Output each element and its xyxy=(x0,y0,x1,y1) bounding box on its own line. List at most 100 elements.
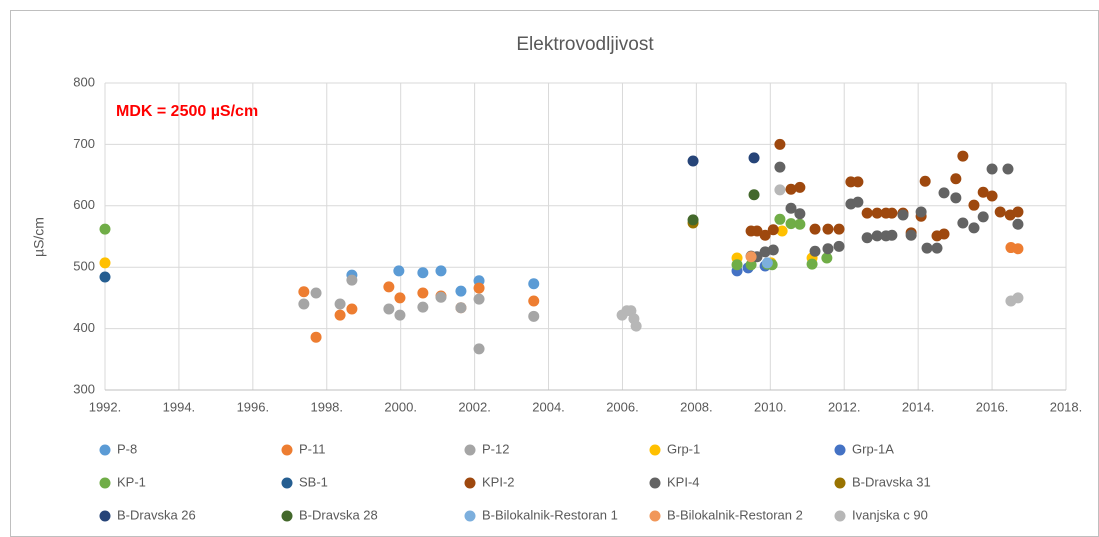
point xyxy=(861,207,873,219)
point xyxy=(528,310,540,322)
point xyxy=(886,207,898,219)
point xyxy=(310,287,322,299)
y-tick-label: 600 xyxy=(73,197,95,212)
point xyxy=(687,155,699,167)
point xyxy=(298,286,310,298)
point xyxy=(393,265,405,277)
x-tick-label: 1992. xyxy=(89,399,122,414)
point xyxy=(528,295,540,307)
y-tick-label: 400 xyxy=(73,320,95,335)
point xyxy=(751,225,763,237)
point xyxy=(1012,243,1024,255)
legend-marker xyxy=(99,477,111,489)
point xyxy=(774,161,786,173)
legend-marker xyxy=(464,444,476,456)
chart-title: Elektrovodljivost xyxy=(516,34,654,55)
point xyxy=(748,189,760,201)
legend-label: Ivanjska c 90 xyxy=(852,507,928,522)
point xyxy=(417,267,429,279)
point xyxy=(986,190,998,202)
point xyxy=(346,274,358,286)
legend-marker xyxy=(281,477,293,489)
point xyxy=(794,208,806,220)
point xyxy=(852,196,864,208)
legend-label: P-12 xyxy=(482,441,509,456)
point xyxy=(767,244,779,256)
point xyxy=(994,206,1006,218)
point xyxy=(334,309,346,321)
x-tick-label: 1994. xyxy=(163,399,196,414)
point xyxy=(761,257,773,269)
x-tick-label: 2012. xyxy=(828,399,861,414)
point xyxy=(968,199,980,211)
point xyxy=(99,257,111,269)
x-tick-label: 2018. xyxy=(1050,399,1083,414)
point xyxy=(794,181,806,193)
point xyxy=(915,206,927,218)
point xyxy=(886,229,898,241)
point xyxy=(809,245,821,257)
point xyxy=(383,281,395,293)
point xyxy=(852,176,864,188)
point xyxy=(745,259,757,271)
legend-label: B-Dravska 28 xyxy=(299,507,378,522)
point xyxy=(919,175,931,187)
x-tick-label: 1996. xyxy=(237,399,270,414)
point xyxy=(99,223,111,235)
x-tick-label: 1998. xyxy=(310,399,343,414)
y-tick-label: 800 xyxy=(73,74,95,89)
point xyxy=(774,184,786,196)
point xyxy=(455,285,467,297)
point xyxy=(417,287,429,299)
point xyxy=(785,202,797,214)
legend-marker xyxy=(834,444,846,456)
point xyxy=(383,303,395,315)
point xyxy=(394,309,406,321)
point xyxy=(767,224,779,236)
x-tick-label: 2002. xyxy=(458,399,491,414)
point xyxy=(968,222,980,234)
legend-marker xyxy=(464,477,476,489)
legend-label: B-Bilokalnik-Restoran 2 xyxy=(667,507,803,522)
point xyxy=(334,298,346,310)
legend-marker xyxy=(649,510,661,522)
legend-marker xyxy=(649,444,661,456)
legend-marker xyxy=(281,444,293,456)
y-axis-label: µS/cm xyxy=(31,217,47,257)
x-tick-label: 2010. xyxy=(754,399,787,414)
y-tick-label: 500 xyxy=(73,259,95,274)
legend-label: B-Bilokalnik-Restoran 1 xyxy=(482,507,618,522)
point xyxy=(957,217,969,229)
point xyxy=(394,292,406,304)
point xyxy=(821,252,833,264)
y-tick-label: 300 xyxy=(73,381,95,396)
legend-label: Grp-1A xyxy=(852,441,894,456)
chart-border xyxy=(10,10,1099,537)
x-tick-label: 2016. xyxy=(976,399,1009,414)
annotation: MDK = 2500 µS/cm xyxy=(116,103,258,120)
point xyxy=(298,298,310,310)
legend-marker xyxy=(649,477,661,489)
legend-marker xyxy=(834,477,846,489)
point xyxy=(794,218,806,230)
point xyxy=(986,163,998,175)
legend-label: B-Dravska 31 xyxy=(852,474,931,489)
point xyxy=(346,303,358,315)
point xyxy=(630,320,642,332)
point xyxy=(687,214,699,226)
point xyxy=(833,240,845,252)
legend-marker xyxy=(464,510,476,522)
point xyxy=(921,242,933,254)
point xyxy=(938,187,950,199)
point xyxy=(473,343,485,355)
point xyxy=(435,291,447,303)
legend-label: P-11 xyxy=(299,441,326,456)
point xyxy=(1012,206,1024,218)
point xyxy=(806,258,818,270)
legend-label: KPI-2 xyxy=(482,474,515,489)
point xyxy=(938,228,950,240)
point xyxy=(759,229,771,241)
point xyxy=(748,152,760,164)
point xyxy=(473,293,485,305)
